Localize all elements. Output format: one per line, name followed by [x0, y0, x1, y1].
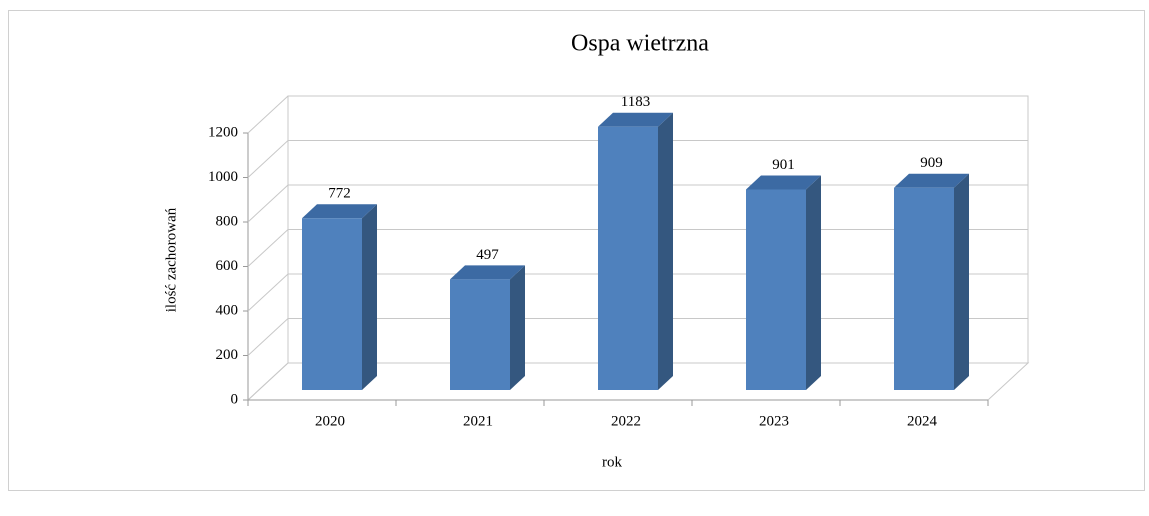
x-tick-label: 2022 — [611, 413, 641, 429]
y-tick-label: 800 — [216, 213, 239, 229]
bar-top — [746, 175, 821, 190]
grid-line — [247, 95, 289, 134]
y-tick-label: 0 — [231, 391, 239, 407]
x-tick-label: 2024 — [907, 413, 938, 429]
grid-line — [247, 229, 289, 267]
data-label: 909 — [920, 155, 943, 171]
bar-front — [302, 218, 362, 390]
bar — [746, 175, 821, 390]
grid-line — [247, 273, 289, 312]
bar-side — [362, 204, 377, 390]
chart-title: Ospa wietrzna — [571, 31, 709, 57]
bar-side — [510, 265, 525, 390]
x-tick-label: 2021 — [463, 413, 493, 429]
data-label: 772 — [328, 186, 351, 202]
y-tick-label: 400 — [216, 302, 239, 318]
grid-line — [247, 184, 289, 223]
x-tick-label: 2020 — [315, 413, 345, 429]
grid-line — [247, 362, 289, 401]
bar-top — [302, 204, 377, 219]
y-axis-label: ilość zachorowań — [163, 207, 179, 312]
grid-line — [247, 140, 289, 178]
bar — [894, 173, 969, 390]
bar-top — [450, 265, 525, 280]
bar-front — [894, 187, 954, 390]
y-tick-label: 200 — [216, 347, 239, 363]
bar — [302, 204, 377, 390]
bar — [598, 112, 673, 390]
y-tick-label: 1000 — [208, 169, 238, 185]
bar-side — [806, 175, 821, 390]
y-tick-label: 600 — [216, 258, 239, 274]
data-label: 901 — [772, 157, 795, 173]
bar-front — [450, 279, 510, 390]
data-label: 1183 — [621, 94, 650, 110]
data-label: 497 — [476, 247, 499, 263]
x-tick-label: 2023 — [759, 413, 789, 429]
bar-front — [598, 126, 658, 390]
bar — [450, 265, 525, 390]
y-tick-label: 1200 — [208, 124, 238, 140]
bar-top — [598, 112, 673, 127]
bar-side — [658, 112, 673, 390]
bar-top — [894, 173, 969, 188]
bar-front — [746, 189, 806, 390]
x-axis-label: rok — [602, 454, 622, 470]
grid-line — [247, 318, 289, 356]
bar-side — [954, 173, 969, 390]
